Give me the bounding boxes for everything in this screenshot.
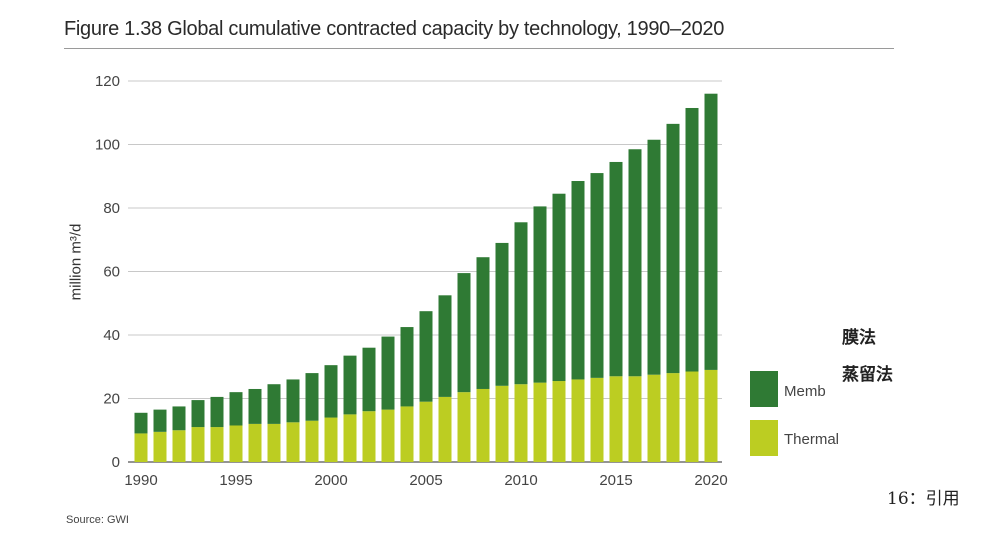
bar-membrane-2000 xyxy=(324,365,338,418)
bar-thermal-2019 xyxy=(685,371,699,462)
legend-swatch-membrane xyxy=(750,371,778,407)
x-tick-label-1995: 1995 xyxy=(219,472,252,489)
bar-membrane-2011 xyxy=(533,206,547,383)
bar-membrane-2005 xyxy=(419,311,433,402)
y-tick-label-120: 120 xyxy=(95,73,120,90)
bar-thermal-1994 xyxy=(210,427,224,462)
bar-thermal-2000 xyxy=(324,417,338,462)
bar-thermal-2004 xyxy=(400,406,414,462)
bar-thermal-2002 xyxy=(362,411,376,462)
bar-membrane-1994 xyxy=(210,396,224,428)
bar-membrane-1997 xyxy=(267,384,281,424)
bar-thermal-2010 xyxy=(514,384,528,462)
title-rule xyxy=(64,48,894,49)
bar-thermal-1996 xyxy=(248,423,262,462)
bar-membrane-2007 xyxy=(457,273,471,393)
x-tick-label-2020: 2020 xyxy=(694,472,727,489)
bar-thermal-2020 xyxy=(704,369,718,462)
citation-note: 16：引用 xyxy=(887,489,960,509)
bar-thermal-1997 xyxy=(267,423,281,462)
bar-membrane-2013 xyxy=(571,181,585,380)
bar-thermal-2013 xyxy=(571,379,585,462)
legend-label-thermal: Thermal xyxy=(784,431,839,448)
bar-membrane-1990 xyxy=(134,412,148,434)
bar-membrane-2020 xyxy=(704,93,718,370)
bar-thermal-2007 xyxy=(457,392,471,462)
x-tick-label-2010: 2010 xyxy=(504,472,537,489)
bar-thermal-1999 xyxy=(305,420,319,462)
figure-title: Figure 1.38 Global cumulative contracted… xyxy=(64,18,725,40)
bar-membrane-2008 xyxy=(476,257,490,389)
bar-thermal-1993 xyxy=(191,427,205,462)
y-tick-label-40: 40 xyxy=(103,327,120,344)
bars xyxy=(134,93,718,462)
bar-membrane-2001 xyxy=(343,355,357,415)
legend: Memb Thermal xyxy=(750,371,839,456)
x-tick-label-2000: 2000 xyxy=(314,472,347,489)
bar-membrane-1998 xyxy=(286,379,300,423)
source-note: Source: GWI xyxy=(66,514,129,526)
bar-membrane-2015 xyxy=(609,161,623,377)
bar-membrane-2016 xyxy=(628,149,642,377)
y-tick-label-80: 80 xyxy=(103,200,120,217)
legend-label-membrane: Memb xyxy=(784,383,826,400)
bar-membrane-2010 xyxy=(514,222,528,385)
bar-membrane-1991 xyxy=(153,409,167,432)
bar-membrane-1995 xyxy=(229,392,243,426)
bar-membrane-1993 xyxy=(191,400,205,428)
bar-thermal-2009 xyxy=(495,385,509,462)
bar-thermal-2003 xyxy=(381,409,395,462)
y-tick-labels: 0 20 40 60 80 100 120 xyxy=(95,73,120,471)
x-tick-label-2015: 2015 xyxy=(599,472,632,489)
bar-thermal-2008 xyxy=(476,388,490,462)
bar-thermal-1992 xyxy=(172,430,186,462)
x-tick-label-2005: 2005 xyxy=(409,472,442,489)
x-tick-label-1990: 1990 xyxy=(124,472,157,489)
y-tick-label-100: 100 xyxy=(95,137,120,154)
bar-membrane-2019 xyxy=(685,107,699,372)
bar-membrane-2017 xyxy=(647,139,661,375)
bar-thermal-2012 xyxy=(552,381,566,462)
bar-membrane-2014 xyxy=(590,173,604,378)
bar-thermal-1995 xyxy=(229,425,243,462)
bar-membrane-2009 xyxy=(495,242,509,386)
bar-thermal-2016 xyxy=(628,376,642,462)
y-tick-label-20: 20 xyxy=(103,391,120,408)
bar-thermal-2015 xyxy=(609,376,623,462)
bar-membrane-2004 xyxy=(400,327,414,407)
bar-membrane-1999 xyxy=(305,373,319,421)
bar-membrane-1992 xyxy=(172,406,186,431)
bar-thermal-1990 xyxy=(134,433,148,462)
y-tick-label-60: 60 xyxy=(103,264,120,281)
annotation-thermal-jp: 蒸留法 xyxy=(842,365,893,385)
bar-thermal-2005 xyxy=(419,401,433,462)
bar-thermal-2006 xyxy=(438,396,452,462)
bar-thermal-2017 xyxy=(647,374,661,462)
bar-thermal-2018 xyxy=(666,373,680,462)
annotation-membrane-jp: 膜法 xyxy=(842,328,876,348)
legend-swatch-thermal xyxy=(750,420,778,456)
bar-membrane-2012 xyxy=(552,193,566,382)
bar-membrane-2006 xyxy=(438,295,452,397)
bar-thermal-1991 xyxy=(153,431,167,462)
x-tick-labels: 1990 1995 2000 2005 2010 2015 2020 xyxy=(124,472,727,489)
bar-membrane-1996 xyxy=(248,388,262,424)
bar-membrane-2003 xyxy=(381,336,395,410)
bar-thermal-2001 xyxy=(343,414,357,462)
bar-thermal-2014 xyxy=(590,377,604,462)
bar-membrane-2018 xyxy=(666,123,680,374)
bar-membrane-2002 xyxy=(362,347,376,412)
bar-thermal-2011 xyxy=(533,382,547,462)
y-tick-label-0: 0 xyxy=(112,454,120,471)
bar-thermal-1998 xyxy=(286,422,300,462)
